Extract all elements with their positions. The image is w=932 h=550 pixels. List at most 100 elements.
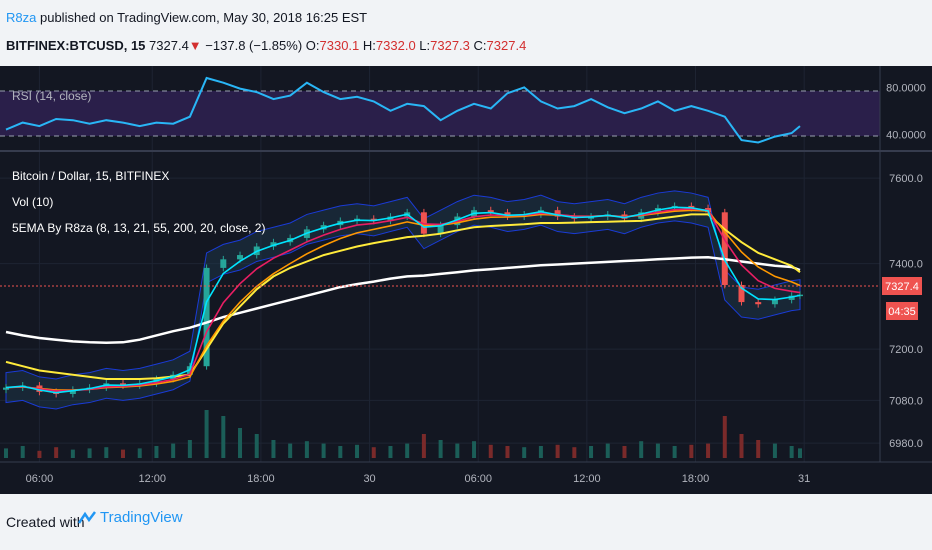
candle-body-47 bbox=[788, 295, 795, 300]
close-value: 7327.4 bbox=[486, 38, 527, 53]
volume-bar-42 bbox=[706, 443, 711, 458]
last-value: 7327.4 bbox=[149, 38, 189, 53]
x-tick-6: 18:00 bbox=[682, 473, 710, 485]
volume-bar-5 bbox=[87, 448, 92, 458]
candle-body-29 bbox=[487, 210, 494, 213]
candle-body-16 bbox=[270, 242, 277, 247]
price-y-tick-3: 7080.0 bbox=[889, 395, 923, 407]
volume-bar-24 bbox=[405, 443, 410, 458]
volume-bar-20 bbox=[338, 446, 343, 458]
created-with-text: Created with bbox=[6, 514, 85, 530]
volume-bar-31 bbox=[522, 447, 527, 458]
rsi-y-tick-1: 40.0000 bbox=[886, 129, 926, 141]
published-line: R8za published on TradingView.com, May 3… bbox=[6, 10, 367, 25]
volume-bar-10 bbox=[171, 443, 176, 458]
volume-bar-4 bbox=[70, 449, 75, 458]
bollinger-bands bbox=[5, 190, 801, 410]
volume-bar-37 bbox=[622, 446, 627, 458]
volume-bar-46 bbox=[772, 443, 777, 458]
volume-bar-32 bbox=[538, 446, 543, 458]
volume-bar-26 bbox=[438, 440, 443, 458]
volume-bar-35 bbox=[589, 446, 594, 458]
volume-bar-9 bbox=[154, 446, 159, 458]
volume-bar-27 bbox=[455, 443, 460, 458]
candle-body-13 bbox=[220, 259, 227, 268]
high-label: H: bbox=[362, 38, 376, 53]
rsi-title: RSI (14, close) bbox=[12, 89, 91, 103]
low-value: 7327.3 bbox=[430, 38, 470, 53]
countdown-tag bbox=[886, 302, 918, 320]
bollinger-area bbox=[5, 190, 801, 410]
volume-bar-13 bbox=[221, 416, 226, 458]
volume-bar-29 bbox=[488, 444, 493, 458]
published-text: published on TradingView.com, May 30, 20… bbox=[39, 10, 368, 25]
rsi-series bbox=[5, 76, 801, 144]
indicator-ema: 5EMA By R8za (8, 13, 21, 55, 200, 20, cl… bbox=[12, 221, 265, 235]
volume-bar-19 bbox=[321, 443, 326, 458]
symbol-line: BITFINEX:BTCUSD, 15 7327.4▼ −137.8 (−1.8… bbox=[6, 38, 526, 53]
volume-bar-21 bbox=[355, 444, 360, 458]
author-link[interactable]: R8za bbox=[6, 10, 37, 25]
price-y-tick-4: 6980.0 bbox=[889, 438, 923, 450]
volume-bar-25 bbox=[421, 434, 426, 458]
volume-bar-8 bbox=[137, 448, 142, 458]
tradingview-brand[interactable]: TradingView bbox=[78, 509, 183, 526]
volume-bar-47 bbox=[789, 446, 794, 458]
low-label: L: bbox=[419, 38, 431, 53]
candle-body-48 bbox=[797, 294, 803, 297]
volume-bars bbox=[4, 410, 802, 458]
volume-bar-1 bbox=[20, 446, 25, 458]
footer-bar: Created with TradingView bbox=[0, 494, 932, 550]
ema55-line bbox=[5, 213, 801, 380]
rsi-y-tick-0: 80.0000 bbox=[886, 82, 926, 94]
candle-body-12 bbox=[203, 267, 210, 367]
price-y-tick-0: 7600.0 bbox=[889, 173, 923, 185]
last-price-label: 7327.4 bbox=[885, 281, 919, 293]
candle-body-45 bbox=[755, 302, 762, 305]
chart-area[interactable]: 80.0000 40.0000 7600.0 7400.0 7200.0 7080.0 69… bbox=[0, 66, 932, 494]
symbol: BITFINEX:BTCUSD, 15 bbox=[6, 38, 146, 53]
volume-bar-36 bbox=[605, 443, 610, 458]
candle-body-26 bbox=[437, 225, 444, 234]
ema200-line bbox=[5, 255, 801, 344]
y-axis: 80.0000 40.0000 7600.0 7400.0 7200.0 7080.0 69… bbox=[886, 82, 926, 450]
volume-bar-44 bbox=[739, 434, 744, 458]
volume-bar-28 bbox=[472, 441, 477, 458]
volume-bar-30 bbox=[505, 446, 510, 458]
volume-bar-23 bbox=[388, 446, 393, 458]
last-price-tag bbox=[882, 277, 922, 295]
chart-svg[interactable]: 80.0000 40.0000 7600.0 7400.0 7200.0 7080.0 69… bbox=[0, 66, 932, 494]
ema-lines bbox=[5, 206, 801, 394]
candle-body-14 bbox=[237, 255, 244, 260]
ema8-line bbox=[5, 206, 801, 394]
ema13-line bbox=[5, 208, 801, 392]
candle-body-7 bbox=[120, 383, 127, 386]
price-title: Bitcoin / Dollar, 15, BITFINEX bbox=[12, 169, 169, 183]
change-value: −137.8 (−1.85%) bbox=[205, 38, 303, 53]
volume-bar-33 bbox=[555, 444, 560, 458]
candle-body-44 bbox=[738, 284, 745, 303]
volume-bar-45 bbox=[756, 440, 761, 458]
open-value: 7330.1 bbox=[319, 38, 360, 53]
x-tick-1: 12:00 bbox=[138, 473, 166, 485]
volume-bar-38 bbox=[639, 441, 644, 458]
x-tick-4: 06:00 bbox=[464, 473, 492, 485]
x-tick-3: 30 bbox=[363, 473, 375, 485]
candle-body-46 bbox=[771, 299, 778, 305]
candle-body-41 bbox=[688, 205, 695, 209]
rsi-line bbox=[5, 76, 801, 144]
down-arrow-icon: ▼ bbox=[188, 38, 202, 53]
volume-bar-34 bbox=[572, 447, 577, 458]
candle-body-23 bbox=[387, 216, 394, 221]
x-tick-0: 06:00 bbox=[26, 473, 54, 485]
volume-bar-2 bbox=[37, 450, 42, 458]
rsi-band bbox=[0, 91, 880, 136]
x-tick-5: 12:00 bbox=[573, 473, 601, 485]
candle-body-33 bbox=[554, 210, 561, 217]
volume-bar-22 bbox=[371, 447, 376, 458]
candle-body-30 bbox=[504, 212, 511, 217]
volume-bar-0 bbox=[4, 448, 8, 458]
volume-bar-43 bbox=[722, 416, 727, 458]
volume-bar-39 bbox=[655, 443, 660, 458]
x-axis: 06:00 12:00 18:00 30 06:00 12:00 18:00 31 bbox=[26, 473, 811, 485]
